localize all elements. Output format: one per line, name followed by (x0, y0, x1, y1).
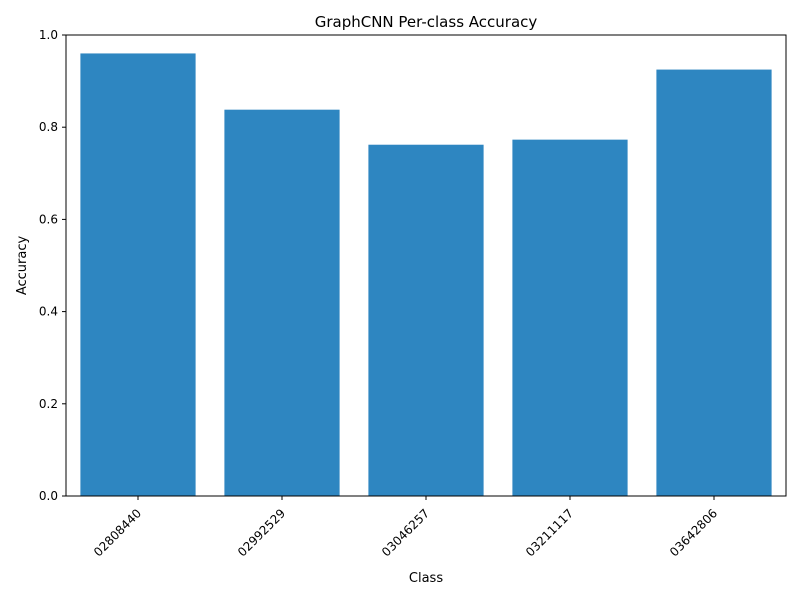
bar-03046257 (368, 144, 484, 496)
x-tick-label: 03046257 (379, 506, 432, 559)
bar-03211117 (512, 139, 628, 496)
bars-layer (80, 53, 772, 496)
plot-frame (65, 34, 787, 497)
x-tick-label: 03642806 (667, 506, 720, 559)
x-axis-label: Class (409, 571, 443, 586)
y-tick-label: 0.6 (39, 212, 58, 226)
x-tick-label: 02808440 (91, 506, 144, 559)
x-axis: 02808440 02992529 03046257 03211117 03642806 (91, 496, 720, 559)
y-tick-label: 1.0 (39, 28, 58, 42)
bar-03642806 (656, 69, 772, 496)
x-tick-label: 03211117 (523, 506, 576, 559)
chart-title: GraphCNN Per-class Accuracy (315, 13, 538, 31)
y-axis-label: Accuracy (15, 236, 30, 296)
y-tick-label: 0.2 (39, 397, 58, 411)
bar-02808440 (80, 53, 196, 496)
y-axis: 0.0 0.2 0.4 0.6 0.8 1.0 (39, 28, 66, 503)
y-tick-label: 0.4 (39, 305, 58, 319)
x-tick-label: 02992529 (235, 506, 288, 559)
bar-02992529 (224, 109, 340, 496)
y-tick-label: 0.8 (39, 120, 58, 134)
y-tick-label: 0.0 (39, 489, 58, 503)
